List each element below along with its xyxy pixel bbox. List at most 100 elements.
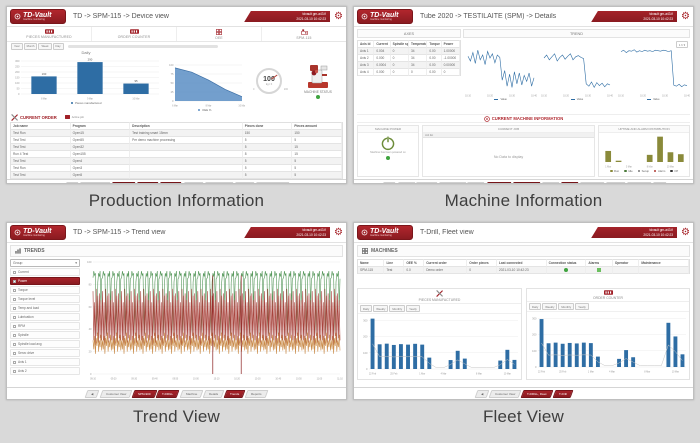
table-row[interactable]: Axis 1 0.004 0 34 0.00 1.00000 <box>357 48 461 55</box>
tab-t-drill-fleet[interactable]: T-DRILL, Fleet <box>520 389 554 398</box>
checkbox[interactable] <box>13 369 16 373</box>
signal-item-temp-and-load[interactable]: Temp and load <box>10 304 80 312</box>
checkbox[interactable] <box>13 315 16 319</box>
column-header[interactable]: Name <box>358 259 385 267</box>
signal-item-power[interactable]: Power <box>10 277 80 285</box>
trend-range-select[interactable]: 1 h ▾ <box>675 41 688 48</box>
gear-icon[interactable]: ⚙ <box>681 10 690 22</box>
filter-chip-yearly[interactable]: Yearly <box>406 305 420 312</box>
tab-t-drill[interactable]: T-Drill <box>552 389 573 398</box>
session-ribbon[interactable]: tdvault gm-a43.fi 2021-03-10 10:42:23 <box>591 10 678 23</box>
column-header[interactable]: Line <box>384 259 405 267</box>
tab-details[interactable]: Details <box>181 181 204 183</box>
session-ribbon[interactable]: tdvault gm-a43.fi 2021-03-10 10:42:23 <box>591 226 678 239</box>
table-row[interactable]: SPM-115 Test 0.0 Demo order 0 2021-03-10 10:4… <box>357 267 690 274</box>
filter-chip-monthly[interactable]: Monthly <box>389 305 406 312</box>
table-row[interactable]: Test Test Open32 5 15 <box>10 144 343 151</box>
checkbox[interactable] <box>13 306 16 310</box>
column-header[interactable]: Last connected <box>497 259 547 267</box>
signal-item-axis-1[interactable]: Axis 1 <box>10 358 80 366</box>
oee-area-chart[interactable]: 0 25 50 75 100 6 Mar 8 Mar 10 Mar <box>164 62 246 108</box>
axis-trend-chart-1[interactable]: 10:10 10:20 10:30 10:40 <box>464 40 538 98</box>
checkbox[interactable] <box>13 288 16 292</box>
tab-customer-view[interactable]: Customer View <box>488 389 522 398</box>
table-row[interactable]: Test Run Open15 Test training smart 15mm 15… <box>10 130 343 137</box>
tab--[interactable]: ◀ <box>84 389 100 398</box>
checkbox[interactable] <box>13 351 16 355</box>
tab--[interactable]: ◀ <box>63 181 79 183</box>
column-header[interactable]: Alarms <box>586 259 613 267</box>
gear-icon[interactable]: ⚙ <box>681 226 690 238</box>
checkbox[interactable] <box>13 333 16 337</box>
tab-details[interactable]: Details <box>202 389 225 398</box>
checkbox[interactable] <box>13 270 16 274</box>
td-vault-logo[interactable]: TD-Vault machine monitoring <box>10 9 66 24</box>
session-ribbon[interactable]: tdvault gm-a43.fi 2021-03-10 10:42:23 <box>244 226 331 239</box>
tab-reports[interactable]: Reports <box>244 389 269 398</box>
pieces-manufactured-bar-chart[interactable]: 0 100 200 300 22 Feb 25 Feb 1 Mar 4 Mar 8 Mar 10 … <box>358 314 521 376</box>
table-row[interactable]: Test Test Open55 Per demo machine processi… <box>10 137 343 144</box>
group-select[interactable]: Group ▾ <box>10 259 80 267</box>
session-ribbon[interactable]: tdvault gm-a43.fi 2021-03-10 10:42:23 <box>244 10 331 23</box>
date-range-slider[interactable] <box>67 44 218 48</box>
tab-machine[interactable]: Machine <box>179 389 204 398</box>
column-header[interactable]: Power <box>441 40 460 48</box>
filter-chip-day[interactable]: Day <box>52 42 64 50</box>
tab-trends[interactable]: Trends <box>603 181 626 183</box>
column-header[interactable]: Torque <box>427 40 442 48</box>
column-header[interactable]: Maintenance <box>639 259 689 267</box>
column-header[interactable]: Order pieces <box>467 259 498 267</box>
filter-chip-daily[interactable]: Daily <box>360 305 373 312</box>
signal-item-lubrication[interactable]: Lubrication <box>10 313 80 321</box>
tab--[interactable]: ... <box>650 181 667 183</box>
tab-trends[interactable]: Trends <box>232 181 255 183</box>
kpi-spm-115[interactable]: SPM-115 <box>261 27 346 41</box>
gear-icon[interactable]: ⚙ <box>334 226 343 238</box>
column-header[interactable]: Connection status <box>546 259 587 267</box>
column-header[interactable]: Current <box>374 40 391 48</box>
filter-chip-year[interactable]: Year <box>11 42 23 50</box>
tab-machine[interactable]: Machine <box>157 181 182 183</box>
column-header[interactable]: Pieces amount <box>292 122 342 130</box>
filter-chip-month[interactable]: Month <box>23 42 38 50</box>
tab-customer-view[interactable]: Customer View <box>77 181 111 183</box>
tab-lines[interactable]: Lines <box>464 181 486 183</box>
tab-t-drill[interactable]: T-DRILL <box>155 389 180 398</box>
tab-testilaite[interactable]: TESTILAITE <box>510 181 541 183</box>
column-header[interactable]: Description <box>130 122 243 130</box>
tab-trends[interactable]: Trends <box>223 389 246 398</box>
column-header[interactable]: Operator <box>612 259 640 267</box>
kpi-oee[interactable]: OEE <box>176 27 261 41</box>
column-header[interactable]: Spindle speed <box>390 40 409 48</box>
tab-my-fleet[interactable]: My fleet <box>413 181 438 183</box>
tab-reports-events[interactable]: Reports & Events <box>253 181 290 183</box>
column-header[interactable]: Job name <box>11 122 71 130</box>
filter-chip-yearly[interactable]: Yearly <box>575 303 589 310</box>
td-vault-logo[interactable]: TD-Vault machine monitoring <box>357 225 413 240</box>
checkbox[interactable] <box>13 297 16 301</box>
tab-tube-2020[interactable]: Tube 2020 <box>484 181 512 183</box>
tab-items[interactable]: Items <box>539 181 560 183</box>
table-row[interactable]: Test Test Open4 5 5 <box>10 158 343 165</box>
gear-icon[interactable]: ⚙ <box>334 10 343 22</box>
filter-chip-daily[interactable]: Daily <box>529 303 542 310</box>
uptime-distribution-bar-chart[interactable]: 1 Mar 5 Mar 8 Mar 10 Mar <box>599 133 689 169</box>
tab-fleet[interactable]: Fleet <box>395 181 415 183</box>
signal-item-torque-level[interactable]: Torque level <box>10 295 80 303</box>
order-counter-bar-chart[interactable]: 0 100 200 300 22 Feb 25 Feb 1 Mar 4 Mar 8 Mar 10 … <box>527 312 689 374</box>
tab-spm-900[interactable]: SPM-900 <box>110 181 136 183</box>
tab-configuration[interactable]: Configuration <box>202 181 234 183</box>
active-job-chip[interactable] <box>64 115 70 119</box>
tab-event-logs[interactable]: Event logs <box>624 181 652 183</box>
checkbox[interactable] <box>13 279 16 283</box>
tab-tube-factory[interactable]: Tube factory <box>436 181 466 183</box>
column-header[interactable]: Program <box>70 122 131 130</box>
signal-item-torque[interactable]: Torque <box>10 286 80 294</box>
filter-chip-weekly[interactable]: Weekly <box>542 303 558 310</box>
table-row[interactable]: Test Run Open3 5 5 <box>10 165 343 172</box>
table-row[interactable]: Run 4 Test Open155 8 15 <box>10 151 343 158</box>
signal-item-current[interactable]: Current <box>10 268 80 276</box>
multi-signal-trend-chart[interactable]: 0 20 40 60 80 100 09:10 09:20 09:30 09:40 09:50 10:… <box>82 259 343 386</box>
filter-chip-monthly[interactable]: Monthly <box>558 303 575 310</box>
tab--[interactable]: ◀ <box>474 389 490 398</box>
